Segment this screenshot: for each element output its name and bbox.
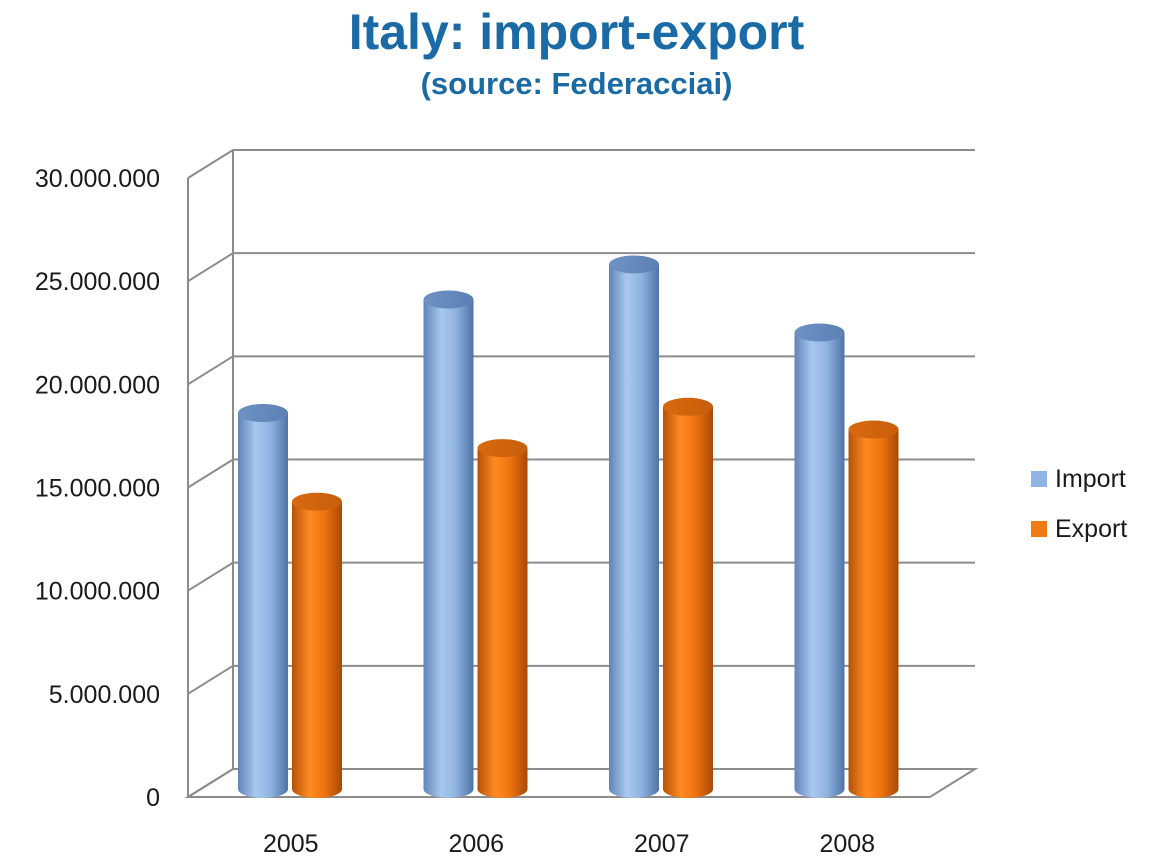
bar-export-2005-body (292, 501, 342, 798)
bar-import-2007-body (609, 264, 659, 798)
bar-import-2005-top (238, 404, 288, 422)
legend-swatch-import (1031, 471, 1047, 487)
bar-import-2006 (423, 290, 474, 798)
legend-swatch-export (1031, 521, 1047, 537)
gridline (187, 252, 975, 283)
x-tick-label: 2008 (819, 830, 875, 858)
y-tick-label: 30.000.000 (35, 165, 160, 193)
x-tick-label: 2007 (634, 830, 690, 858)
bar-export-2007 (663, 397, 713, 798)
y-tick-label: 15.000.000 (35, 475, 160, 503)
bar-import-2008-top (794, 323, 845, 342)
bar-import-2005 (238, 404, 288, 798)
x-tick-label: 2006 (448, 830, 504, 858)
chart-subtitle: (source: Federacciai) (420, 66, 733, 101)
bar-import-2007-top (609, 255, 659, 274)
gridline (187, 149, 975, 179)
gridline (187, 355, 975, 386)
bar-export-2008-top (848, 420, 899, 439)
bar-export-2006 (477, 439, 528, 798)
bar-export-2007-body (663, 406, 713, 798)
bar-export-2005-top (292, 492, 342, 511)
y-tick-label: 25.000.000 (35, 268, 160, 296)
bar-export-2008 (848, 420, 899, 798)
bar-import-2008 (794, 323, 845, 798)
y-tick-label: 0 (146, 784, 160, 812)
bar-export-2005 (292, 492, 342, 798)
bar-export-2006-top (477, 439, 528, 458)
y-tick-label: 10.000.000 (35, 578, 160, 606)
legend-label-import: Import (1055, 465, 1126, 493)
bar-export-2007-top (663, 397, 713, 416)
chart-title: Italy: import-export (348, 4, 805, 60)
x-tick-label: 2005 (263, 830, 319, 858)
bar-export-2006-body (477, 448, 528, 798)
bar-import-2006-top (423, 290, 474, 309)
y-tick-label: 20.000.000 (35, 371, 160, 399)
bar-import-2007 (609, 255, 659, 798)
bar-export-2008-body (848, 429, 899, 798)
bar-import-2006-body (423, 299, 474, 798)
bar-import-2008-body (794, 332, 845, 798)
bar-import-2005-body (238, 413, 288, 798)
legend-label-export: Export (1055, 515, 1127, 543)
y-tick-label: 5.000.000 (49, 681, 160, 709)
